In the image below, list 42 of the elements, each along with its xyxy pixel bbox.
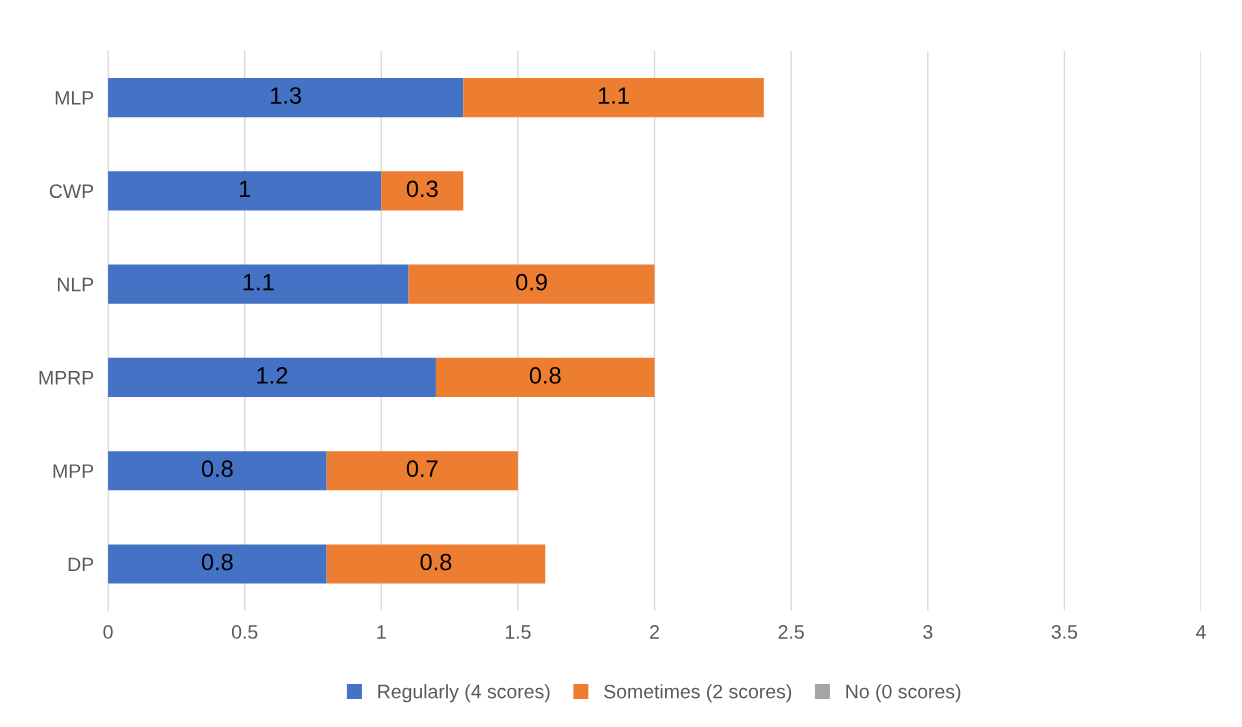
data-label: 0.3 <box>406 180 438 198</box>
legend-label: Regularly (4 scores) <box>378 684 550 703</box>
y-tick-label: MLP <box>55 91 94 105</box>
x-tick-label: 1.5 <box>505 625 531 639</box>
x-tick-label: 2 <box>650 625 659 639</box>
x-tick-label: 0.5 <box>231 625 258 639</box>
legend-label: Sometimes (2 scores) <box>604 684 792 703</box>
bar <box>108 171 382 211</box>
bar <box>381 171 464 211</box>
data-label: 0.9 <box>516 273 547 291</box>
data-label: 0.7 <box>406 460 438 478</box>
x-tick-label: 3 <box>923 625 933 639</box>
data-label: 1.1 <box>243 274 274 291</box>
data-label: 1.2 <box>257 367 288 384</box>
y-tick-label: DP <box>68 557 94 572</box>
data-label: 1 <box>239 180 251 197</box>
y-tick-label: NLP <box>57 277 94 292</box>
data-label: 0.8 <box>420 553 452 571</box>
bar <box>108 264 409 304</box>
x-tick-label: 0 <box>103 625 113 639</box>
y-tick-label: MPP <box>53 464 94 478</box>
x-tick-label: 4 <box>1196 625 1206 639</box>
bar <box>108 451 327 491</box>
data-label: 0.8 <box>201 460 233 478</box>
bar <box>108 357 436 398</box>
bar <box>326 544 546 584</box>
data-label: 1.3 <box>271 87 302 104</box>
data-label: 1.1 <box>598 87 629 104</box>
y-tick-label: MPRP <box>39 371 94 385</box>
legend-label: No (0 scores) <box>846 684 961 703</box>
bar <box>108 77 464 118</box>
x-tick-label: 1 <box>377 625 386 639</box>
x-tick-label: 3.5 <box>1051 625 1078 639</box>
y-tick-label: CWP <box>49 184 94 199</box>
data-label: 0.8 <box>529 367 561 384</box>
x-tick-label: 2.5 <box>778 625 804 639</box>
bar <box>108 544 327 584</box>
bar <box>408 264 655 304</box>
bar <box>435 357 655 398</box>
bar <box>463 77 764 118</box>
data-label: 0.8 <box>201 553 233 571</box>
bar <box>326 451 518 491</box>
